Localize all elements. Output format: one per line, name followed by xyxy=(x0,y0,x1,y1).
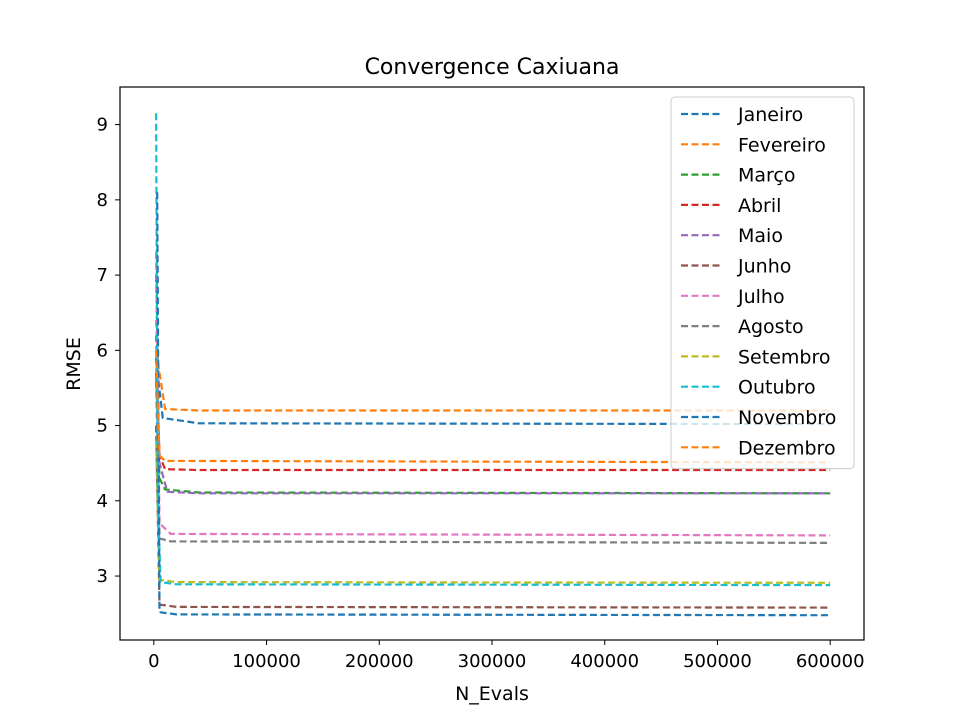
x-tick-label: 600000 xyxy=(796,651,865,672)
legend-label: Março xyxy=(738,165,796,187)
legend-label: Fevereiro xyxy=(738,134,826,156)
x-axis-label: N_Evals xyxy=(455,683,529,705)
y-axis-label: RMSE xyxy=(63,337,85,391)
chart-title: Convergence Caxiuana xyxy=(365,55,620,80)
legend-label: Dezembro xyxy=(738,437,836,459)
y-tick-label: 5 xyxy=(97,416,108,437)
y-axis: 3 4 5 6 7 8 9 xyxy=(97,115,120,587)
legend-label: Setembro xyxy=(738,346,830,368)
x-tick-label: 400000 xyxy=(570,651,639,672)
series-line-julho xyxy=(155,252,831,537)
legend-label: Julho xyxy=(737,286,785,308)
series-line-fevereiro xyxy=(155,320,831,412)
x-tick-label: 100000 xyxy=(232,651,301,672)
legend-label: Maio xyxy=(738,225,783,247)
x-tick-label: 500000 xyxy=(683,651,752,672)
legend-label: Agosto xyxy=(738,316,804,338)
legend-label: Janeiro xyxy=(737,104,803,126)
x-axis: 0 100000 200000 300000 400000 500000 600000 xyxy=(148,640,865,672)
x-tick-label: 200000 xyxy=(345,651,414,672)
legend-label: Novembro xyxy=(738,407,836,429)
legend-label: Junho xyxy=(737,256,791,278)
y-tick-label: 8 xyxy=(97,190,108,211)
series-line-dezembro xyxy=(155,350,831,464)
y-tick-label: 3 xyxy=(97,566,108,587)
legend-box xyxy=(670,96,855,470)
y-tick-label: 7 xyxy=(97,265,108,286)
series-line-setembro xyxy=(155,440,831,584)
legend: Janeiro Fevereiro Março Abril Maio Junho Julho… xyxy=(670,96,855,470)
x-tick-label: 300000 xyxy=(458,651,527,672)
y-tick-label: 6 xyxy=(97,340,108,361)
legend-label: Outubro xyxy=(738,377,816,399)
plot-lines xyxy=(155,113,831,617)
legend-label: Abril xyxy=(738,195,781,217)
y-tick-label: 4 xyxy=(97,491,108,512)
x-tick-label: 0 xyxy=(148,651,159,672)
series-line-janeiro xyxy=(155,275,831,426)
y-tick-label: 9 xyxy=(97,115,108,136)
